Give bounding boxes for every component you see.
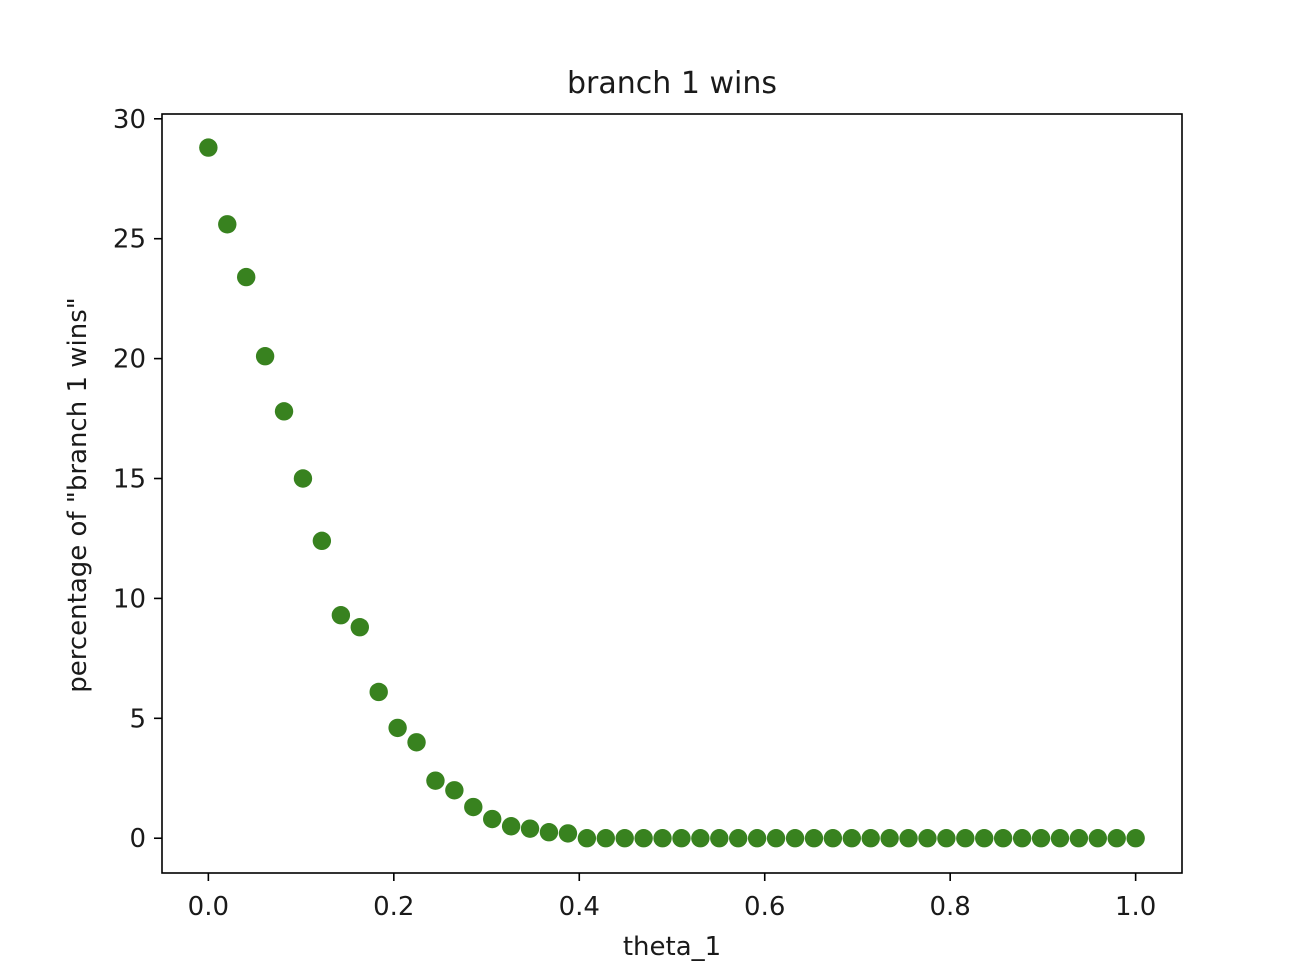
data-point	[1107, 829, 1126, 848]
data-point	[823, 829, 843, 848]
data-point	[785, 829, 805, 848]
data-point	[331, 606, 351, 625]
data-point	[558, 824, 578, 843]
data-point	[520, 819, 540, 838]
data-point	[312, 531, 332, 551]
chart-title: branch 1 wins	[567, 66, 777, 101]
data-point	[596, 829, 615, 848]
data-point	[1069, 829, 1089, 848]
data-point	[1050, 829, 1070, 848]
data-point	[729, 829, 748, 848]
x-tick-label: 1.0	[1115, 892, 1156, 922]
data-point	[842, 829, 861, 848]
y-tick-label: 5	[129, 704, 146, 734]
x-axis-label: theta_1	[623, 932, 721, 962]
data-point	[350, 617, 369, 637]
data-point	[426, 771, 445, 790]
x-tick-label: 0.4	[559, 892, 600, 922]
data-points	[199, 138, 1145, 848]
data-point	[274, 402, 294, 421]
x-tick-label: 0.6	[744, 892, 785, 922]
data-point	[1031, 829, 1051, 848]
data-point	[710, 829, 729, 848]
data-point	[615, 829, 634, 848]
data-point	[1088, 829, 1108, 848]
data-point	[237, 267, 256, 287]
data-point	[956, 829, 975, 848]
data-point	[388, 718, 407, 738]
data-point	[993, 829, 1013, 848]
x-tick-label: 0.0	[188, 892, 229, 922]
data-point	[218, 215, 237, 234]
y-tick-label: 25	[113, 225, 146, 255]
x-axis: 0.0 0.2 0.4 0.6 0.8 1.0	[188, 873, 1156, 922]
data-point	[293, 469, 313, 488]
data-point	[483, 809, 502, 829]
data-point	[880, 829, 899, 848]
x-tick-label: 0.2	[373, 892, 414, 922]
data-point	[577, 829, 597, 848]
data-point	[1126, 829, 1145, 848]
y-tick-label: 0	[129, 824, 146, 854]
data-point	[1012, 829, 1032, 848]
y-axis: 0 5 10 15 20 25 30	[113, 105, 162, 854]
data-point	[634, 829, 653, 848]
data-point	[255, 347, 275, 366]
data-point	[899, 829, 918, 848]
data-point	[501, 817, 521, 836]
y-tick-label: 10	[113, 584, 146, 614]
data-point	[766, 829, 786, 848]
y-tick-label: 30	[113, 105, 146, 135]
data-point	[975, 829, 994, 848]
data-point	[747, 829, 767, 848]
data-point	[672, 829, 691, 848]
data-point	[199, 138, 218, 157]
y-tick-label: 15	[113, 465, 146, 495]
data-point	[539, 823, 559, 842]
data-point	[804, 829, 824, 848]
y-axis-label: percentage of "branch 1 wins"	[63, 297, 93, 692]
data-point	[918, 829, 937, 848]
plot-area-frame	[161, 113, 1183, 874]
data-point	[369, 682, 388, 702]
data-point	[861, 829, 880, 848]
y-tick-label: 20	[113, 345, 146, 375]
data-point	[937, 829, 956, 848]
data-point	[464, 797, 483, 817]
data-point	[407, 733, 426, 752]
x-tick-label: 0.8	[930, 892, 971, 922]
data-point	[691, 829, 710, 848]
data-point	[445, 781, 464, 800]
data-point	[653, 829, 672, 848]
